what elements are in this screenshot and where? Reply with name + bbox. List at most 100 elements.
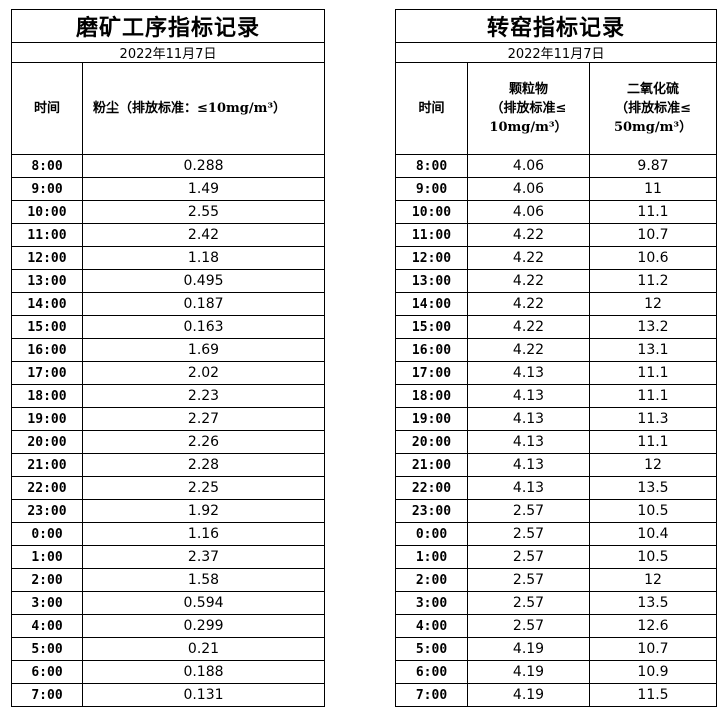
time-cell: 23:00: [11, 499, 83, 523]
table-row: 23:00 1.92: [11, 499, 326, 523]
dust-value-cell: 2.55: [81, 200, 326, 224]
so2-value-cell: 11.3: [588, 407, 718, 431]
kiln-table-title: 转窑指标记录: [394, 9, 718, 43]
particulate-header-line1: 颗粒物: [508, 82, 548, 97]
table-row: 21:00 2.28: [11, 453, 326, 477]
particulate-column-header: 颗粒物 （排放标准≤ 10mg/m³）: [467, 62, 590, 155]
time-cell: 13:00: [11, 269, 83, 293]
time-cell: 17:00: [11, 361, 83, 385]
time-cell: 2:00: [11, 568, 83, 592]
table-row: 11:00 4.22 10.7: [395, 223, 718, 247]
particulate-value-cell: 4.22: [467, 338, 590, 362]
time-cell: 0:00: [11, 522, 83, 546]
dust-value-cell: 1.18: [81, 246, 326, 270]
particulate-value-cell: 4.22: [467, 223, 590, 247]
particulate-header-line2: （排放标准≤: [490, 101, 567, 116]
so2-column-header: 二氧化硫 （排放标准≤ 50mg/m³）: [588, 62, 718, 155]
grinding-table-title: 磨矿工序指标记录: [10, 9, 326, 43]
time-cell: 23:00: [395, 499, 468, 523]
time-cell: 8:00: [11, 154, 83, 178]
so2-value-cell: 12: [588, 292, 718, 316]
so2-value-cell: 10.6: [588, 246, 718, 270]
time-cell: 6:00: [11, 660, 83, 684]
table-row: 21:00 4.13 12: [395, 453, 718, 477]
dust-value-cell: 1.16: [81, 522, 326, 546]
table-row: 16:00 4.22 13.1: [395, 338, 718, 362]
table-row: 18:00 2.23: [11, 384, 326, 408]
table-row: 0:00 2.57 10.4: [395, 522, 718, 546]
so2-value-cell: 13.1: [588, 338, 718, 362]
so2-value-cell: 11: [588, 177, 718, 201]
table-row: 20:00 2.26: [11, 430, 326, 454]
time-cell: 0:00: [395, 522, 468, 546]
table-row: 14:00 4.22 12: [395, 292, 718, 316]
time-cell: 5:00: [11, 637, 83, 661]
particulate-value-cell: 4.22: [467, 269, 590, 293]
particulate-value-cell: 4.22: [467, 292, 590, 316]
time-cell: 8:00: [395, 154, 468, 178]
dust-value-cell: 2.26: [81, 430, 326, 454]
time-cell: 18:00: [395, 384, 468, 408]
particulate-value-cell: 4.22: [467, 315, 590, 339]
time-cell: 19:00: [11, 407, 83, 431]
table-row: 23:00 2.57 10.5: [395, 499, 718, 523]
table-row: 2:00 1.58: [11, 568, 326, 592]
time-cell: 12:00: [395, 246, 468, 270]
table-row: 19:00 2.27: [11, 407, 326, 431]
table-row: 15:00 4.22 13.2: [395, 315, 718, 339]
dust-value-cell: 0.299: [81, 614, 326, 638]
table-row: 7:00 0.131: [11, 683, 326, 707]
time-cell: 11:00: [395, 223, 468, 247]
time-cell: 16:00: [11, 338, 83, 362]
table-row: 2:00 2.57 12: [395, 568, 718, 592]
dust-value-cell: 0.187: [81, 292, 326, 316]
dust-value-cell: 2.42: [81, 223, 326, 247]
so2-value-cell: 10.5: [588, 545, 718, 569]
table-row: 6:00 4.19 10.9: [395, 660, 718, 684]
time-cell: 3:00: [395, 591, 468, 615]
table-row: 20:00 4.13 11.1: [395, 430, 718, 454]
dust-value-cell: 0.188: [81, 660, 326, 684]
table-row: 13:00 0.495: [11, 269, 326, 293]
particulate-value-cell: 2.57: [467, 522, 590, 546]
time-cell: 11:00: [11, 223, 83, 247]
table-row: 19:00 4.13 11.3: [395, 407, 718, 431]
table-row: 18:00 4.13 11.1: [395, 384, 718, 408]
dust-value-cell: 0.288: [81, 154, 326, 178]
time-column-header: 时间: [11, 62, 83, 155]
particulate-value-cell: 4.13: [467, 407, 590, 431]
table-row: 14:00 0.187: [11, 292, 326, 316]
time-cell: 22:00: [11, 476, 83, 500]
time-cell: 16:00: [395, 338, 468, 362]
time-cell: 7:00: [395, 683, 468, 707]
table-row: 10:00 2.55: [11, 200, 326, 224]
so2-header-line1: 二氧化硫: [627, 82, 680, 97]
so2-value-cell: 11.1: [588, 361, 718, 385]
table-row: 13:00 4.22 11.2: [395, 269, 718, 293]
table-row: 17:00 4.13 11.1: [395, 361, 718, 385]
so2-value-cell: 13.2: [588, 315, 718, 339]
time-cell: 19:00: [395, 407, 468, 431]
table-row: 15:00 0.163: [11, 315, 326, 339]
time-cell: 9:00: [395, 177, 468, 201]
time-cell: 2:00: [395, 568, 468, 592]
particulate-value-cell: 4.06: [467, 154, 590, 178]
dust-value-cell: 0.594: [81, 591, 326, 615]
particulate-value-cell: 4.13: [467, 430, 590, 454]
table-row: 17:00 2.02: [11, 361, 326, 385]
time-cell: 3:00: [11, 591, 83, 615]
table-row: 7:00 4.19 11.5: [395, 683, 718, 707]
time-cell: 1:00: [11, 545, 83, 569]
particulate-value-cell: 2.57: [467, 568, 590, 592]
dust-value-cell: 1.58: [81, 568, 326, 592]
dust-value-cell: 0.131: [81, 683, 326, 707]
table-row: 11:00 2.42: [11, 223, 326, 247]
particulate-value-cell: 2.57: [467, 591, 590, 615]
so2-value-cell: 11.1: [588, 430, 718, 454]
time-column-header: 时间: [395, 62, 468, 155]
dust-value-cell: 0.21: [81, 637, 326, 661]
time-cell: 21:00: [11, 453, 83, 477]
table-row: 22:00 4.13 13.5: [395, 476, 718, 500]
dust-value-cell: 2.27: [81, 407, 326, 431]
so2-value-cell: 11.5: [588, 683, 718, 707]
